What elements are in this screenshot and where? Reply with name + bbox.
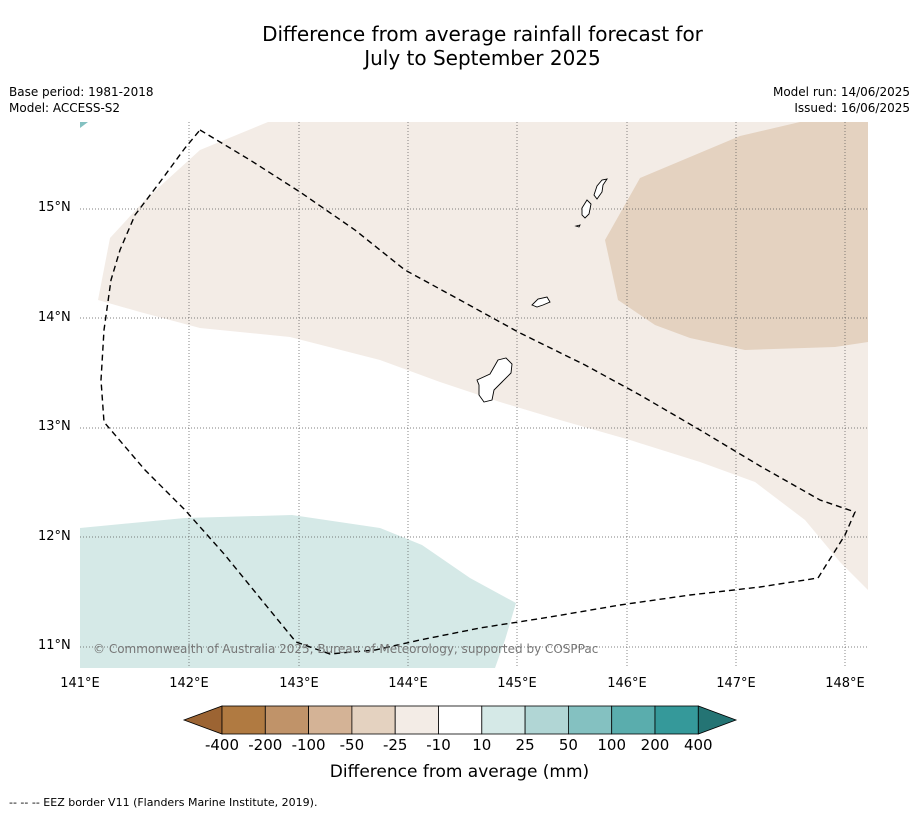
copyright-text: © Commonwealth of Australia 2025, Bureau… <box>93 642 599 656</box>
colorbar-segment <box>264 705 309 735</box>
islands <box>476 178 608 403</box>
metadata-left: Base period: 1981-2018 Model: ACCESS-S2 <box>9 84 154 116</box>
colorbar-segment <box>524 705 569 735</box>
colorbar-tick-label: -50 <box>339 736 365 754</box>
colorbar-tick-label: -100 <box>291 736 326 754</box>
colorbar-tick-label: -200 <box>248 736 283 754</box>
issued-text: Issued: 16/06/2025 <box>794 101 910 115</box>
colorbar-segment <box>611 705 656 735</box>
lon-label-146e: 146°E <box>607 676 647 691</box>
map-title: Difference from average rainfall forecas… <box>0 22 919 70</box>
colorbar-tick-label: 400 <box>683 736 713 754</box>
eez-footnote: -- -- -- EEZ border V11 (Flanders Marine… <box>9 796 318 809</box>
colorbar-segment <box>481 705 526 735</box>
colorbar-tick-label: 10 <box>472 736 492 754</box>
lon-label-148e: 148°E <box>825 676 865 691</box>
colorbar-tick-label: -400 <box>204 736 240 754</box>
metadata-right: Model run: 14/06/2025 Issued: 16/06/2025 <box>773 84 910 116</box>
colorbar-segment <box>394 705 439 735</box>
lat-label-12n: 12°N <box>38 529 71 544</box>
gridlines <box>80 122 868 668</box>
lon-label-141e: 141°E <box>60 676 100 691</box>
colorbar-tick-label: 100 <box>597 736 626 754</box>
island-aguijan <box>574 224 581 228</box>
lon-label-145e: 145°E <box>497 676 537 691</box>
lon-label-147e: 147°E <box>716 676 756 691</box>
wetter-corner <box>80 122 88 128</box>
drier-region-moderate <box>605 122 868 350</box>
map-area <box>80 122 868 668</box>
model-run-text: Model run: 14/06/2025 <box>772 85 910 99</box>
lat-label-14n: 14°N <box>38 310 71 325</box>
colorbar-extend-low <box>182 705 223 735</box>
island-tinian <box>581 199 592 219</box>
colorbar-segment <box>438 705 483 735</box>
model-text: Model: ACCESS-S2 <box>9 101 121 115</box>
colorbar-tick-label: 50 <box>558 736 578 754</box>
lon-label-144e: 144°E <box>388 676 428 691</box>
lat-label-15n: 15°N <box>38 200 71 215</box>
colorbar-tick-label: 200 <box>640 736 670 754</box>
lon-label-143e: 143°E <box>279 676 319 691</box>
island-rota <box>531 296 551 308</box>
island-guam <box>476 357 513 403</box>
colorbar <box>182 705 738 735</box>
colorbar-segment <box>654 705 699 735</box>
colorbar-extend-high <box>697 705 738 735</box>
colorbar-tick-label: -25 <box>382 736 408 754</box>
lat-label-13n: 13°N <box>38 419 71 434</box>
colorbar-tick-label: -10 <box>426 736 451 754</box>
eez-border <box>100 129 856 655</box>
island-saipan <box>593 178 608 200</box>
colorbar-segment <box>308 705 353 735</box>
lat-label-11n: 11°N <box>38 638 71 653</box>
colorbar-segment <box>221 705 266 735</box>
base-period-text: Base period: 1981-2018 <box>9 85 154 99</box>
title-line-1: Difference from average rainfall forecas… <box>262 22 703 46</box>
title-line-2: July to September 2025 <box>364 46 601 70</box>
lon-label-142e: 142°E <box>169 676 209 691</box>
colorbar-segment <box>568 705 613 735</box>
colorbar-segment <box>351 705 396 735</box>
colorbar-tick-label: 25 <box>515 736 535 754</box>
colorbar-title: Difference from average (mm) <box>329 762 590 782</box>
